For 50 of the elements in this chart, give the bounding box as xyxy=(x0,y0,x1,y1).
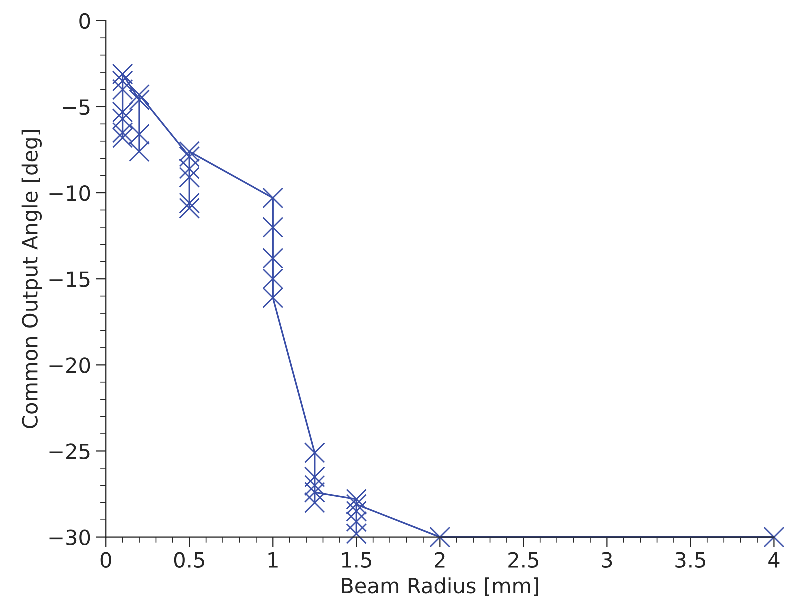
y-tick-label: −25 xyxy=(50,444,90,460)
point xyxy=(346,511,368,532)
point xyxy=(112,64,134,85)
x-tick-label: 3 xyxy=(602,552,612,568)
point xyxy=(304,442,326,464)
point xyxy=(112,108,134,130)
point xyxy=(346,494,368,516)
point xyxy=(262,188,284,209)
y-tick-label: −20 xyxy=(50,358,90,374)
x-tick-label: 1 xyxy=(268,552,278,568)
y-axis-title: Common Output Angle [deg] xyxy=(22,130,42,428)
x-tick-label: 0.5 xyxy=(174,552,204,568)
y-tick-label: −30 xyxy=(50,530,90,546)
y-tick-label: −10 xyxy=(50,185,90,202)
x-tick-label: 4 xyxy=(768,552,780,568)
point xyxy=(112,70,134,92)
point xyxy=(129,84,150,106)
point xyxy=(179,192,200,214)
point xyxy=(764,526,785,548)
point xyxy=(304,482,326,503)
point xyxy=(346,523,368,544)
point xyxy=(112,128,134,148)
point xyxy=(179,158,200,180)
x-tick-label: 3.5 xyxy=(676,552,706,568)
x-tick-label: 0 xyxy=(100,552,112,568)
point xyxy=(346,489,368,510)
point xyxy=(129,90,150,110)
point xyxy=(430,526,451,548)
point xyxy=(129,141,150,162)
point xyxy=(112,102,134,123)
point xyxy=(304,466,326,488)
point xyxy=(179,167,200,188)
y-tick-label: −15 xyxy=(50,272,90,288)
point xyxy=(179,141,200,162)
point xyxy=(262,288,284,308)
point xyxy=(346,501,368,522)
point xyxy=(304,475,326,496)
point xyxy=(262,248,284,269)
point xyxy=(262,268,284,290)
x-axis-title: Beam Radius [mm] xyxy=(342,578,538,596)
point xyxy=(262,217,284,238)
x-tick-label: 1.5 xyxy=(342,552,372,568)
point xyxy=(179,198,200,219)
point xyxy=(179,146,200,168)
point xyxy=(304,492,326,514)
y-tick-label: −5 xyxy=(63,100,90,116)
x-tick-label: 2 xyxy=(435,552,445,568)
y-tick-label: 0 xyxy=(80,13,90,30)
x-tick-label: 2.5 xyxy=(508,552,538,568)
point xyxy=(112,79,134,100)
